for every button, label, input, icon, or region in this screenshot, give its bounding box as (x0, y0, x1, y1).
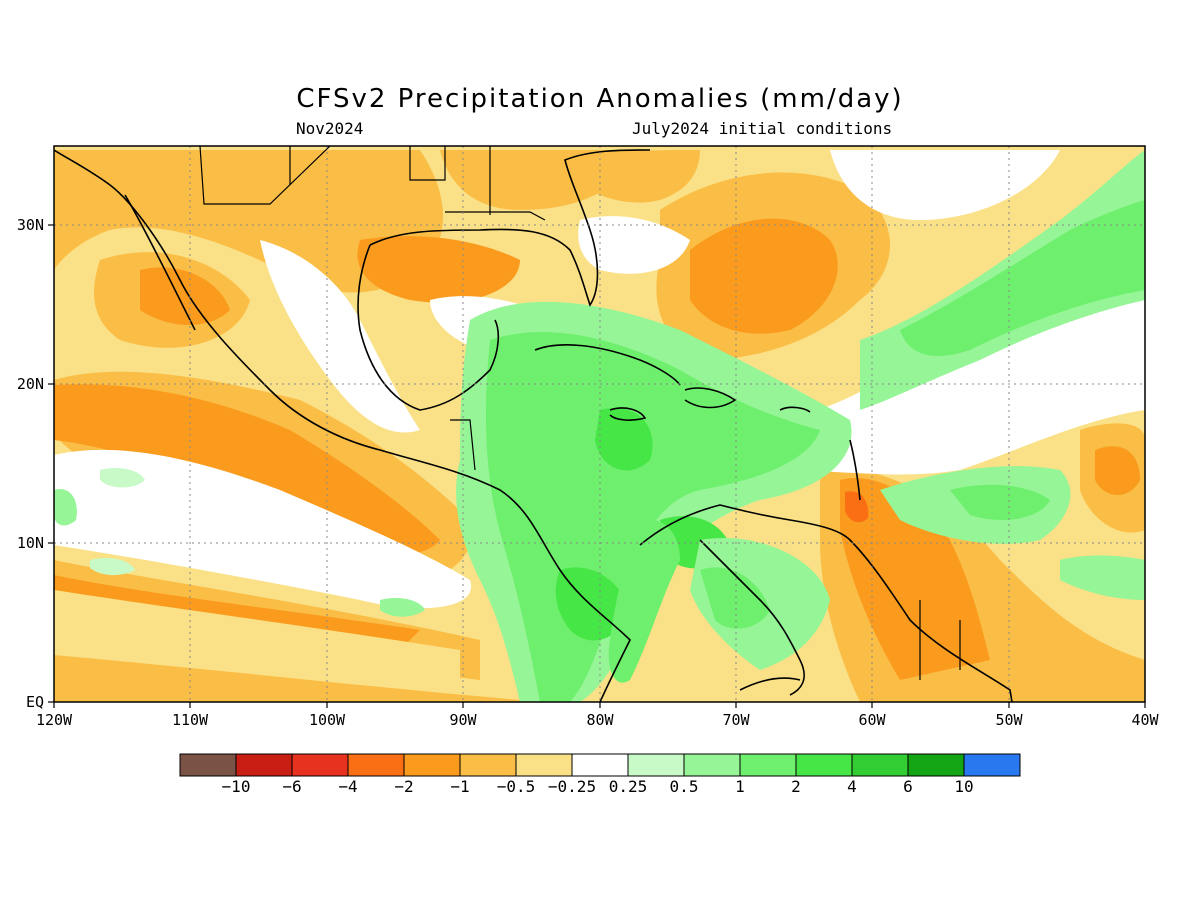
x-tick: 90W (449, 711, 477, 729)
x-tick: 80W (586, 711, 614, 729)
borders (199, 146, 961, 680)
colorbar-swatch (739, 753, 797, 777)
gridlines (54, 146, 1145, 702)
colorbar-labels: −10 −6 −4 −2 −1 −0.5 −0.25 0.25 0.5 1 2 4 6 10 (222, 777, 974, 796)
colorbar-swatch (403, 753, 461, 777)
colorbar-label: −10 (222, 777, 251, 796)
x-tick: 60W (858, 711, 886, 729)
colorbar-swatch (963, 753, 1021, 777)
colorbar-label: 0.25 (609, 777, 648, 796)
colorbar-label: 2 (791, 777, 801, 796)
colorbar-swatch (459, 753, 517, 777)
colorbar (179, 753, 1021, 777)
colorbar-label: 10 (954, 777, 973, 796)
x-tick: 50W (995, 711, 1023, 729)
colorbar-swatch (515, 753, 573, 777)
anomaly-field (54, 146, 1145, 702)
colorbar-swatch (627, 753, 685, 777)
x-tick: 70W (722, 711, 750, 729)
forecast-month-label: Nov2024 (296, 119, 364, 138)
colorbar-swatch (851, 753, 909, 777)
y-tick: 30N (17, 216, 44, 234)
coastlines (54, 149, 1013, 702)
colorbar-label: −0.5 (497, 777, 536, 796)
colorbar-label: −6 (282, 777, 301, 796)
colorbar-label: −4 (338, 777, 357, 796)
colorbar-swatch (179, 753, 237, 777)
colorbar-swatch (291, 753, 349, 777)
x-tick: 110W (172, 711, 209, 729)
x-tick: 40W (1131, 711, 1159, 729)
colorbar-swatch (907, 753, 965, 777)
colorbar-label: 4 (847, 777, 857, 796)
colorbar-swatch (235, 753, 293, 777)
colorbar-label: −2 (394, 777, 413, 796)
colorbar-label: 1 (735, 777, 745, 796)
initial-conditions-label: July2024 initial conditions (632, 119, 893, 138)
y-tick: 20N (17, 375, 44, 393)
y-tick: EQ (26, 693, 44, 711)
y-axis-ticks: EQ 10N 20N 30N (17, 216, 44, 711)
colorbar-swatch (347, 753, 405, 777)
colorbar-label: 0.5 (670, 777, 699, 796)
x-axis-ticks: 120W 110W 100W 90W 80W 70W 60W 50W 40W (36, 711, 1160, 729)
map-title: CFSv2 Precipitation Anomalies (mm/day) (296, 84, 904, 114)
x-tick: 100W (309, 711, 346, 729)
colorbar-swatch (683, 753, 741, 777)
x-tick: 120W (36, 711, 73, 729)
y-tick: 10N (17, 534, 44, 552)
colorbar-label: −1 (450, 777, 469, 796)
colorbar-label: 6 (903, 777, 913, 796)
colorbar-label: −0.25 (548, 777, 596, 796)
colorbar-swatch (571, 753, 629, 777)
colorbar-swatch (795, 753, 853, 777)
